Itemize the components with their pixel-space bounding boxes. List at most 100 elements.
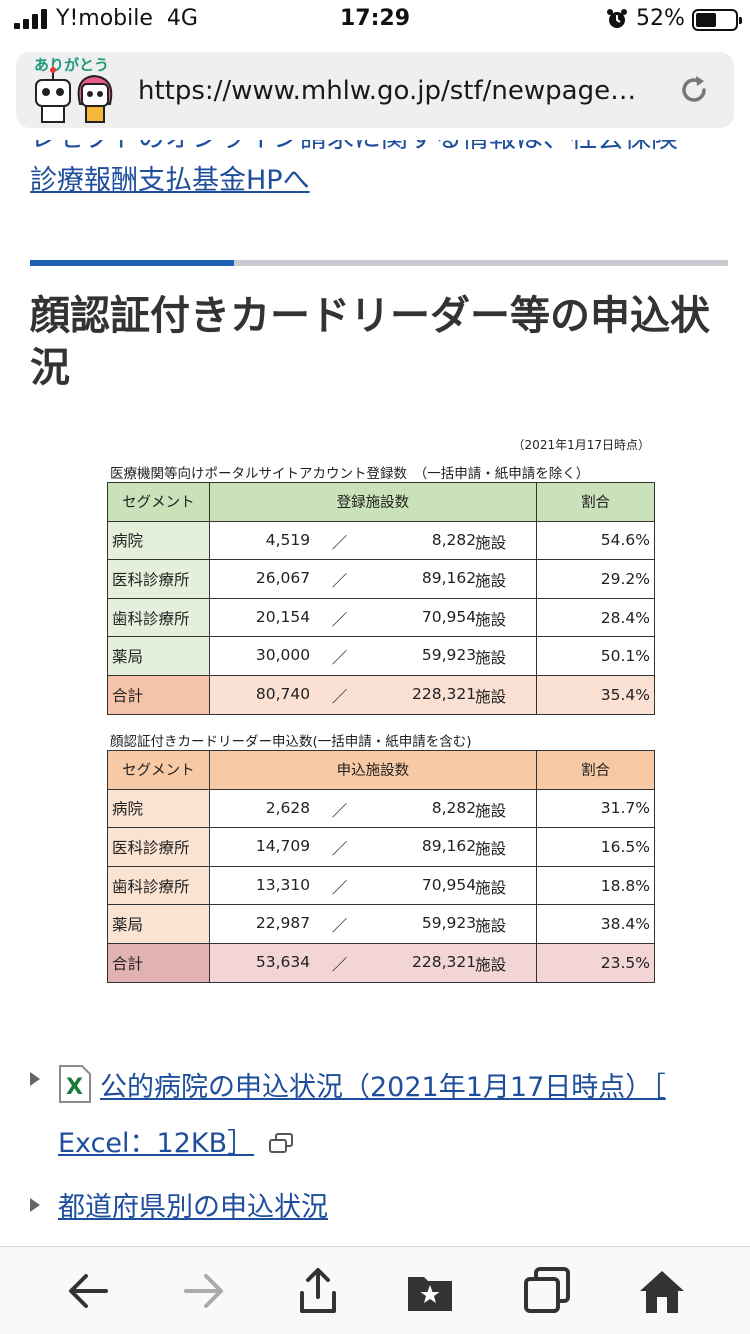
count-value: 20,154 xyxy=(255,607,311,626)
back-icon[interactable] xyxy=(62,1265,114,1317)
unit-label: 施設 xyxy=(475,840,507,859)
count-separator: ／ xyxy=(331,878,348,897)
page-content: レセプトのオンライン請求に関する情報は、社会保険 診療報酬支払基金HPへ 顔認証… xyxy=(0,140,750,1246)
header-count: 申込施設数 xyxy=(208,750,538,790)
facility-count-cell: 14,709 ／ 89,162 施設 xyxy=(208,827,538,867)
facility-count-cell: 53,634 ／ 228,321 施設 xyxy=(208,942,538,983)
share-icon[interactable] xyxy=(292,1265,344,1317)
count-separator: ／ xyxy=(331,572,348,591)
count-value: 13,310 xyxy=(255,875,311,894)
segment-cell: 病院 xyxy=(107,520,210,561)
portal-registration-table: セグメント 登録施設数 割合 病院 4,519 ／ 8,282 施設 54.6% 医科診療所… xyxy=(107,482,655,715)
total-value: 8,282 xyxy=(431,798,477,817)
reload-icon[interactable] xyxy=(676,72,712,108)
battery-percentage: 52% xyxy=(636,6,685,31)
header-segment: セグメント xyxy=(107,482,210,522)
table-row: 病院 4,519 ／ 8,282 施設 54.6% xyxy=(107,520,655,561)
facility-count-cell: 30,000 ／ 59,923 施設 xyxy=(208,636,538,676)
signal-strength-icon xyxy=(14,9,50,29)
as-of-date: （2021年1月17日時点） xyxy=(512,438,650,452)
address-bar[interactable]: ありがとう https://www.mhlw.go.jp/stf/newpage… xyxy=(16,52,734,128)
facility-count-cell: 22,987 ／ 59,923 施設 xyxy=(208,904,538,944)
count-separator: ／ xyxy=(331,917,348,936)
segment-cell: 病院 xyxy=(107,788,210,829)
list-item: 都道府県別の申込状況 xyxy=(58,1190,328,1226)
table-header-row: セグメント 登録施設数 割合 xyxy=(107,482,655,522)
segment-cell: 合計 xyxy=(107,674,210,715)
segment-cell: 薬局 xyxy=(107,904,210,944)
url-text[interactable]: https://www.mhlw.go.jp/stf/newpage… xyxy=(138,76,637,106)
count-value: 14,709 xyxy=(255,837,311,856)
network-label: 4G xyxy=(166,6,198,31)
total-value: 89,162 xyxy=(421,837,477,856)
ratio-cell: 16.5% xyxy=(536,827,655,867)
unit-label: 施設 xyxy=(475,801,507,820)
prefecture-status-link[interactable]: 都道府県別の申込状況 xyxy=(58,1192,328,1223)
total-value: 59,923 xyxy=(421,646,477,665)
section-divider xyxy=(30,260,728,266)
unit-label: 施設 xyxy=(475,917,507,936)
count-value: 22,987 xyxy=(255,914,311,933)
count-separator: ／ xyxy=(331,610,348,629)
list-bullet-icon xyxy=(30,1198,40,1212)
external-window-icon xyxy=(269,1133,294,1153)
ratio-cell: 50.1% xyxy=(536,636,655,676)
list-item: X 公的病院の申込状況（2021年1月17日時点）［ Excel：12KB］ xyxy=(58,1060,728,1172)
table-row: 病院 2,628 ／ 8,282 施設 31.7% xyxy=(107,788,655,829)
card-reader-application-table: セグメント 申込施設数 割合 病院 2,628 ／ 8,282 施設 31.7% 医科診療所… xyxy=(107,750,655,983)
segment-cell: 薬局 xyxy=(107,636,210,676)
tabs-icon[interactable] xyxy=(522,1265,574,1317)
total-value: 228,321 xyxy=(412,952,477,971)
facility-count-cell: 20,154 ／ 70,954 施設 xyxy=(208,597,538,638)
total-value: 89,162 xyxy=(421,569,477,588)
ratio-cell: 28.4% xyxy=(536,597,655,638)
total-value: 228,321 xyxy=(412,684,477,703)
ratio-cell: 54.6% xyxy=(536,520,655,561)
svg-text:X: X xyxy=(66,1075,83,1100)
status-time: 17:29 xyxy=(339,6,411,31)
total-value: 59,923 xyxy=(421,914,477,933)
unit-label: 施設 xyxy=(475,572,507,591)
segment-cell: 合計 xyxy=(107,942,210,983)
table1-caption: 医療機関等向けポータルサイトアカウント登録数 （一括申請・紙申請を除く） xyxy=(110,466,590,482)
header-segment: セグメント xyxy=(107,750,210,790)
count-value: 30,000 xyxy=(255,646,311,665)
count-value: 80,740 xyxy=(255,684,311,703)
count-separator: ／ xyxy=(331,533,348,552)
table-row: 合計 53,634 ／ 228,321 施設 23.5% xyxy=(107,942,655,983)
facility-count-cell: 13,310 ／ 70,954 施設 xyxy=(208,865,538,906)
table2-caption: 顔認証付きカードリーダー申込数(一括申請・紙申請を含む) xyxy=(110,734,472,750)
facility-count-cell: 26,067 ／ 89,162 施設 xyxy=(208,559,538,599)
total-value: 70,954 xyxy=(421,607,477,626)
forward-icon[interactable] xyxy=(178,1265,230,1317)
alarm-icon xyxy=(607,9,627,28)
carrier-label: Y!mobile 4G xyxy=(56,6,198,31)
table-row: 薬局 22,987 ／ 59,923 施設 38.4% xyxy=(107,904,655,944)
battery-icon xyxy=(692,9,742,31)
ratio-cell: 18.8% xyxy=(536,865,655,906)
total-value: 8,282 xyxy=(431,530,477,549)
count-separator: ／ xyxy=(331,649,348,668)
count-separator: ／ xyxy=(331,801,348,820)
public-hospitals-excel-link[interactable]: 公的病院の申込状況（2021年1月17日時点）［ Excel：12KB］ xyxy=(58,1072,666,1159)
bookmarks-icon[interactable] xyxy=(404,1265,456,1317)
site-mascot-icon xyxy=(35,67,113,123)
facility-count-cell: 2,628 ／ 8,282 施設 xyxy=(208,788,538,829)
unit-label: 施設 xyxy=(475,955,507,974)
count-separator: ／ xyxy=(331,687,348,706)
insurance-fund-link[interactable]: レセプトのオンライン請求に関する情報は、社会保険 診療報酬支払基金HPへ xyxy=(30,140,678,196)
table-header-row: セグメント 申込施設数 割合 xyxy=(107,750,655,790)
count-separator: ／ xyxy=(331,955,348,974)
table-row: 医科診療所 14,709 ／ 89,162 施設 16.5% xyxy=(107,827,655,867)
unit-label: 施設 xyxy=(475,649,507,668)
segment-cell: 医科診療所 xyxy=(107,827,210,867)
segment-cell: 歯科診療所 xyxy=(107,597,210,638)
header-ratio: 割合 xyxy=(536,482,655,522)
table-row: 歯科診療所 13,310 ／ 70,954 施設 18.8% xyxy=(107,865,655,906)
ratio-cell: 29.2% xyxy=(536,559,655,599)
facility-count-cell: 4,519 ／ 8,282 施設 xyxy=(208,520,538,561)
table-row: 歯科診療所 20,154 ／ 70,954 施設 28.4% xyxy=(107,597,655,638)
total-value: 70,954 xyxy=(421,875,477,894)
ratio-cell: 35.4% xyxy=(536,674,655,715)
home-icon[interactable] xyxy=(636,1265,688,1317)
